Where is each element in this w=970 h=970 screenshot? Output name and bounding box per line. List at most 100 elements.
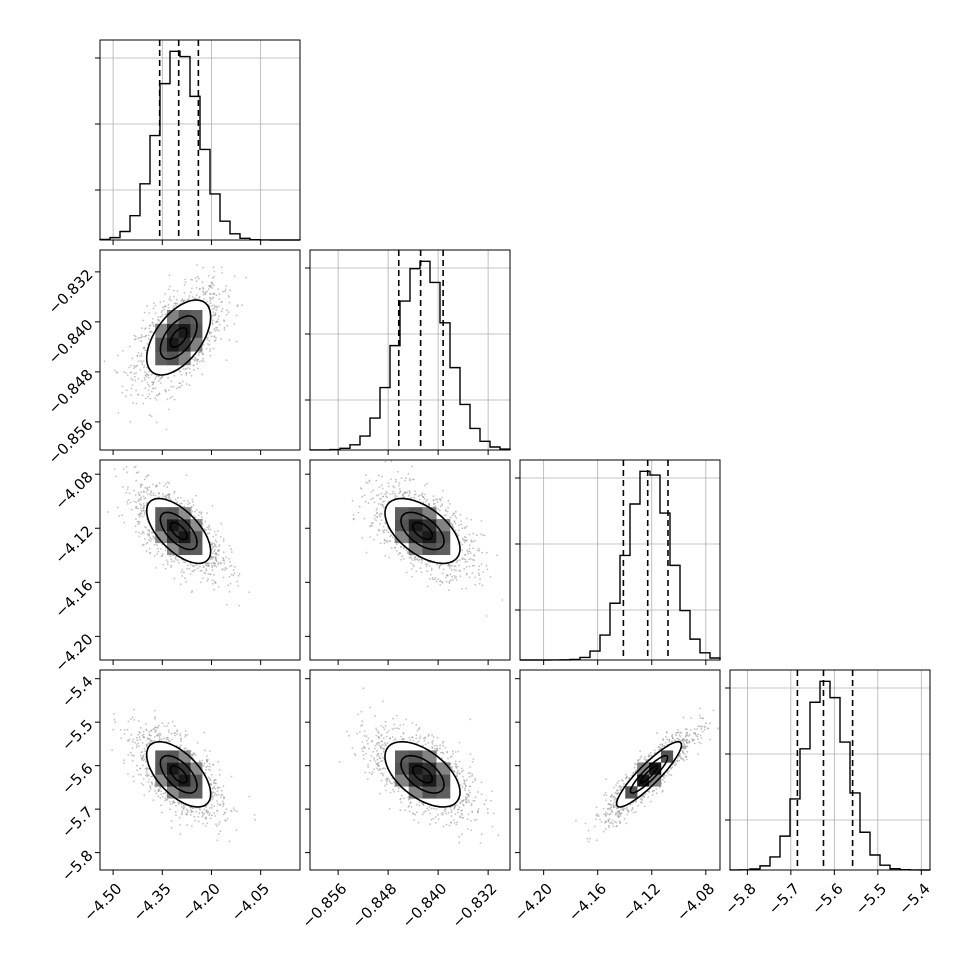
- scatter-point: [469, 552, 472, 554]
- scatter-point: [363, 745, 365, 748]
- scatter-point: [121, 391, 124, 394]
- scatter-point: [677, 728, 679, 731]
- scatter-point: [464, 558, 467, 561]
- scatter-point: [193, 297, 195, 300]
- scatter-point: [143, 511, 146, 514]
- scatter-point: [145, 728, 148, 731]
- scatter-point: [148, 414, 151, 417]
- scatter-point: [155, 421, 158, 424]
- scatter-point: [493, 812, 495, 815]
- scatter-point: [460, 520, 462, 522]
- contour-line-1: [400, 511, 445, 551]
- scatter-point: [465, 798, 467, 801]
- scatter-point: [384, 789, 387, 792]
- scatter-point: [131, 747, 134, 750]
- scatter-point: [443, 514, 445, 517]
- scatter-point: [608, 803, 611, 806]
- scatter-point: [612, 825, 615, 828]
- scatter-point: [129, 501, 132, 504]
- scatter-point: [173, 801, 176, 804]
- scatter-point: [204, 520, 207, 523]
- scatter-point: [405, 477, 407, 480]
- scatter-point: [411, 736, 414, 739]
- scatter-point: [158, 724, 161, 727]
- scatter-point: [465, 566, 468, 568]
- scatter-point: [671, 733, 674, 736]
- scatter-point: [158, 732, 161, 734]
- scatter-point: [376, 743, 379, 746]
- scatter-point: [213, 786, 216, 788]
- scatter-point: [638, 758, 641, 761]
- scatter-point: [131, 384, 134, 386]
- scatter-point: [209, 573, 212, 576]
- scatter-point: [626, 813, 629, 816]
- scatter-point: [472, 547, 474, 550]
- scatter-point: [603, 813, 605, 816]
- scatter-point: [381, 487, 384, 490]
- scatter-point: [127, 486, 129, 488]
- scatter-point: [178, 370, 181, 372]
- scatter-point: [221, 800, 224, 803]
- scatter-point: [162, 493, 164, 495]
- scatter-point: [455, 569, 457, 572]
- scatter-point: [187, 503, 190, 506]
- scatter-point: [384, 744, 387, 747]
- scatter-point: [380, 779, 383, 782]
- scatter-point: [465, 801, 468, 803]
- scatter-point: [427, 742, 430, 744]
- scatter-point: [358, 505, 361, 508]
- scatter-point: [603, 794, 606, 796]
- scatter-point: [415, 811, 418, 814]
- scatter-point: [143, 747, 146, 750]
- scatter-point: [676, 737, 678, 740]
- scatter-point: [489, 576, 492, 578]
- scatter-point: [697, 725, 699, 728]
- scatter-point: [463, 782, 465, 785]
- scatter-point: [140, 512, 143, 515]
- scatter-point: [474, 584, 477, 586]
- scatter-point: [439, 505, 442, 508]
- scatter-point: [424, 743, 427, 746]
- scatter-point: [155, 375, 158, 377]
- scatter-point: [130, 394, 132, 396]
- scatter-point: [391, 536, 394, 539]
- scatter-point: [134, 525, 137, 528]
- scatter-point: [486, 568, 489, 571]
- scatter-point: [699, 725, 701, 727]
- scatter-point: [707, 727, 709, 730]
- scatter-point: [472, 781, 474, 784]
- scatter-point: [679, 731, 682, 734]
- scatter-point: [381, 503, 384, 506]
- scatter-point: [429, 574, 432, 576]
- scatter-point: [661, 791, 664, 793]
- scatter-point: [216, 839, 219, 842]
- scatter-point: [469, 791, 472, 794]
- scatter-point: [685, 733, 688, 736]
- scatter-point: [456, 559, 459, 562]
- scatter-point: [465, 525, 468, 528]
- scatter-point: [637, 759, 639, 762]
- scatter-point: [456, 771, 459, 774]
- scatter-point: [389, 493, 392, 495]
- scatter-point: [360, 710, 363, 713]
- scatter-point: [137, 377, 140, 380]
- scatter-point: [385, 529, 388, 532]
- scatter-point: [152, 307, 155, 310]
- scatter-point: [237, 585, 240, 587]
- scatter-point: [471, 558, 474, 561]
- scatter-point: [218, 774, 221, 776]
- density-cell: [155, 530, 168, 544]
- scatter-point: [155, 792, 158, 795]
- scatter-point: [143, 504, 146, 507]
- scatter-point: [392, 717, 395, 720]
- scatter-point: [210, 807, 213, 809]
- scatter-point: [624, 807, 626, 810]
- scatter-point: [137, 351, 140, 354]
- scatter-point: [233, 275, 236, 278]
- scatter-point: [473, 800, 476, 802]
- scatter-point: [201, 352, 204, 355]
- scatter-point: [141, 530, 144, 533]
- scatter-point: [223, 328, 226, 331]
- scatter-point: [454, 805, 456, 808]
- scatter-point: [215, 560, 218, 562]
